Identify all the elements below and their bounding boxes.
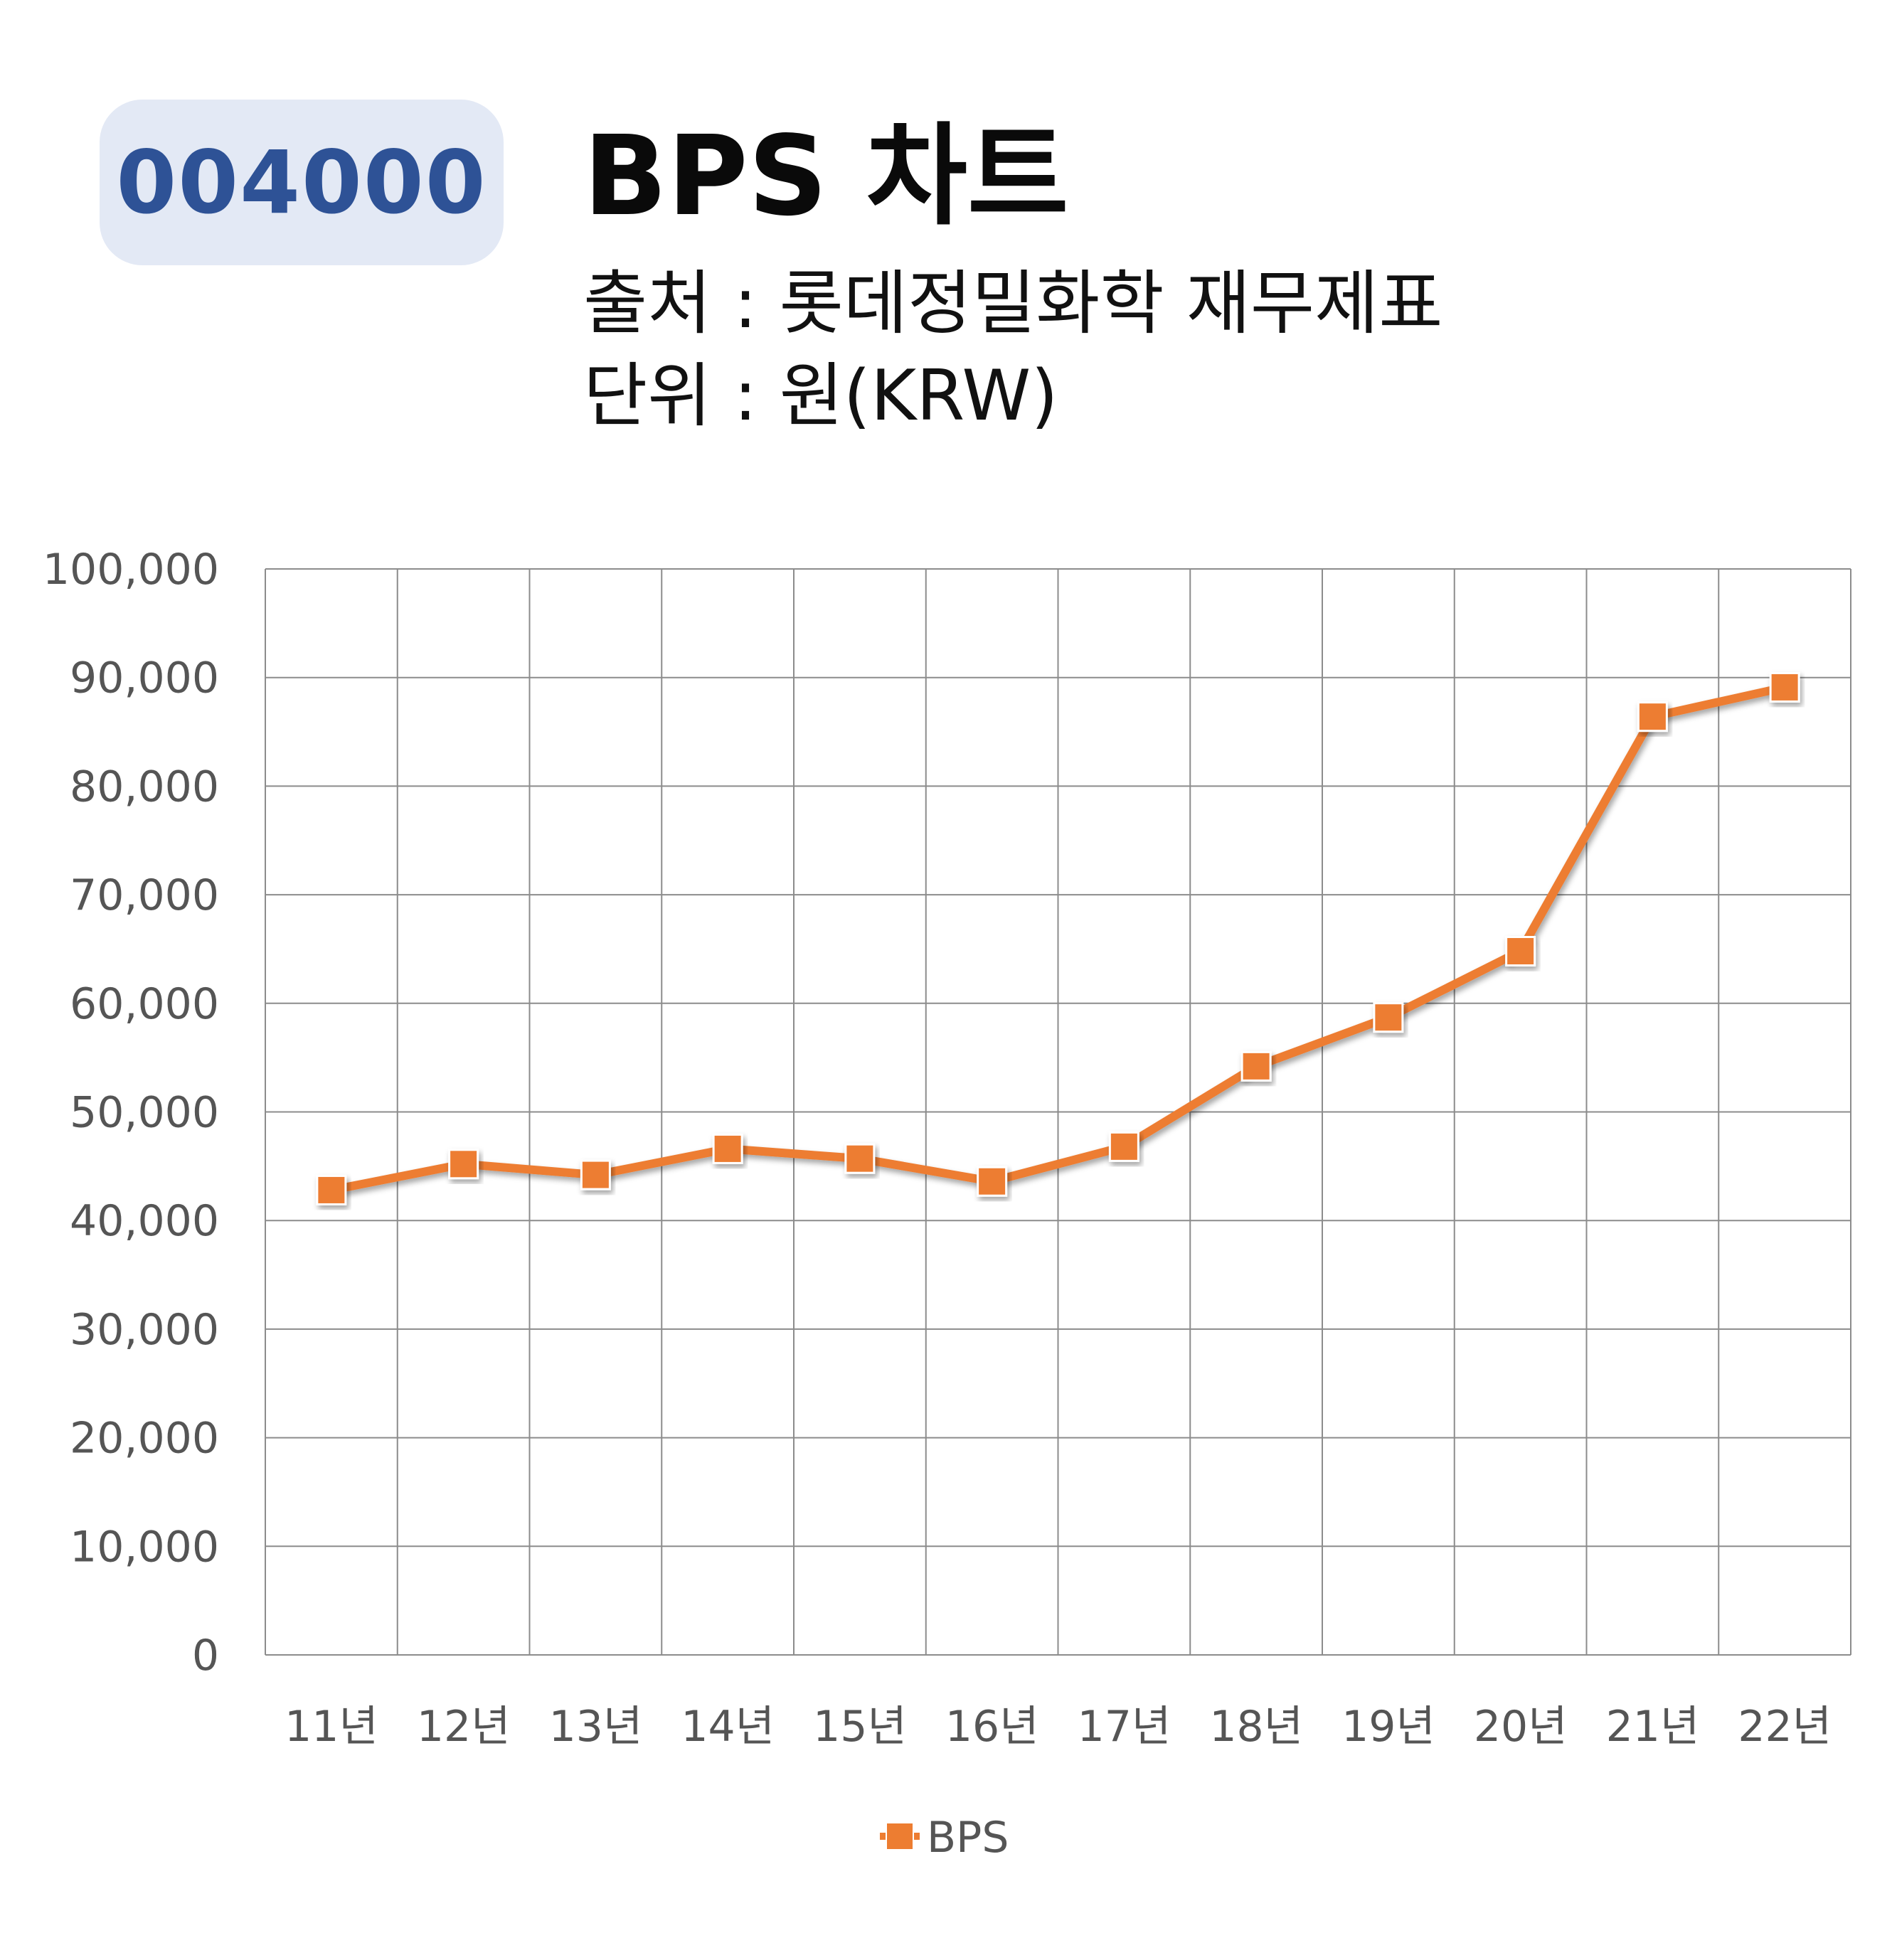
data-point <box>1769 671 1800 703</box>
x-tick-label: 17년 <box>1078 1702 1171 1752</box>
y-tick-label: 0 <box>192 1631 219 1681</box>
data-point <box>580 1159 611 1191</box>
data-point <box>1505 936 1536 967</box>
data-point <box>1373 1002 1404 1033</box>
data-point <box>1108 1131 1139 1162</box>
grid <box>265 568 1851 1656</box>
legend: BPS <box>880 1813 1009 1863</box>
y-tick-label: 90,000 <box>70 654 219 703</box>
x-tick-label: 12년 <box>417 1702 511 1752</box>
data-point <box>712 1133 743 1164</box>
stock-code-badge: 004000 <box>100 100 504 265</box>
data-point <box>844 1143 876 1174</box>
x-tick-label: 13년 <box>549 1702 643 1752</box>
data-point <box>448 1149 479 1180</box>
x-tick-label: 15년 <box>813 1702 907 1752</box>
x-tick-label: 16년 <box>945 1702 1039 1752</box>
y-axis-ticks: 0 10,000 20,000 30,000 40,000 50,000 60,000 70,… <box>43 545 219 1681</box>
y-tick-label: 50,000 <box>70 1088 219 1138</box>
data-point <box>316 1174 347 1205</box>
legend-label: BPS <box>927 1813 1009 1863</box>
data-point <box>1240 1050 1272 1082</box>
y-tick-label: 30,000 <box>70 1305 219 1355</box>
unit-text: 단위 : 원(KRW) <box>583 356 1058 437</box>
x-tick-label: 21년 <box>1606 1702 1700 1752</box>
x-tick-label: 20년 <box>1474 1702 1568 1752</box>
x-tick-label: 18년 <box>1209 1702 1303 1752</box>
y-tick-label: 70,000 <box>70 870 219 920</box>
y-tick-label: 60,000 <box>70 979 219 1029</box>
x-tick-label: 19년 <box>1341 1702 1435 1752</box>
x-tick-label: 14년 <box>681 1702 775 1752</box>
y-tick-label: 20,000 <box>70 1414 219 1464</box>
legend-marker <box>886 1822 914 1850</box>
source-text: 출처 : 롯데정밀화학 재무제표 <box>583 263 1443 344</box>
series-line <box>326 683 1790 1195</box>
y-tick-label: 10,000 <box>70 1522 219 1572</box>
data-point <box>977 1166 1008 1197</box>
chart-title: BPS 차트 <box>583 112 1069 240</box>
y-tick-label: 80,000 <box>70 762 219 811</box>
x-tick-label: 11년 <box>285 1702 378 1752</box>
y-tick-label: 100,000 <box>43 545 219 595</box>
data-point <box>1637 701 1668 733</box>
y-tick-label: 40,000 <box>70 1196 219 1246</box>
x-axis-ticks: 11년 12년 13년 14년 15년 16년 17년 18년 19년 20년 21년 22년 <box>285 1702 1832 1752</box>
x-tick-label: 22년 <box>1738 1702 1832 1752</box>
series-bps <box>316 671 1800 1205</box>
stock-code: 004000 <box>116 132 487 233</box>
